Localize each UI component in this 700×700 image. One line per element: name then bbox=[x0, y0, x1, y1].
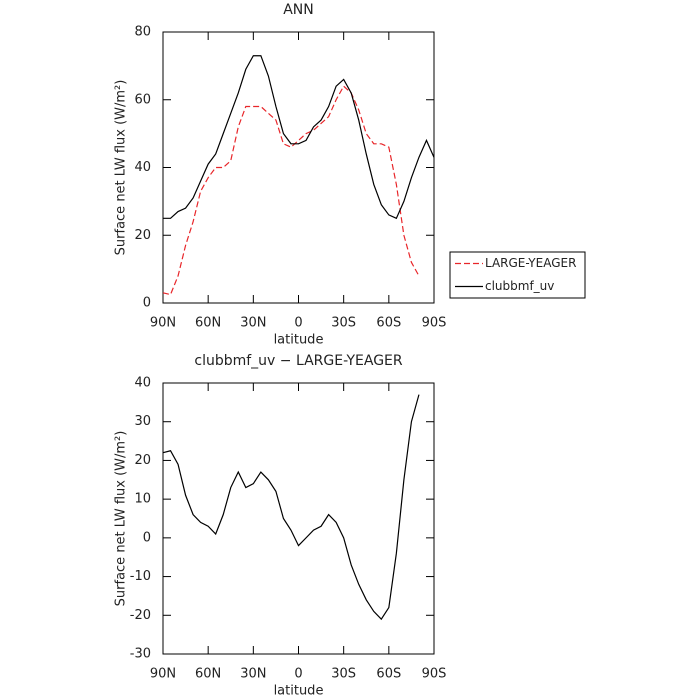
x-tick-label: 60S bbox=[376, 316, 401, 331]
y-tick-label: 20 bbox=[134, 228, 151, 243]
x-axis-label: latitude bbox=[274, 333, 324, 348]
y-tick-label: 80 bbox=[134, 25, 151, 40]
x-tick-label: 90N bbox=[150, 316, 176, 331]
y-tick-label: 20 bbox=[134, 453, 151, 468]
y-tick-label: 0 bbox=[143, 530, 151, 545]
x-tick-label: 90N bbox=[150, 667, 176, 682]
x-tick-label: 30N bbox=[240, 667, 266, 682]
plot-frame bbox=[162, 31, 435, 304]
x-tick-label: 0 bbox=[294, 316, 302, 331]
x-tick-label: 30S bbox=[331, 667, 356, 682]
plot-frame bbox=[162, 382, 435, 655]
y-tick-label: 10 bbox=[134, 492, 151, 507]
x-tick-label: 90S bbox=[422, 316, 447, 331]
chart-title: ANN bbox=[283, 2, 314, 18]
y-tick-label: 40 bbox=[134, 376, 151, 391]
x-tick-label: 60S bbox=[376, 667, 401, 682]
x-tick-label: 30N bbox=[240, 316, 266, 331]
x-tick-label: 90S bbox=[422, 667, 447, 682]
x-tick-label: 30S bbox=[331, 316, 356, 331]
legend-label: LARGE-YEAGER bbox=[485, 256, 576, 270]
y-tick-label: 40 bbox=[134, 160, 151, 175]
difference-line bbox=[162, 394, 420, 621]
chart-title: clubbmf_uv − LARGE-YEAGER bbox=[194, 353, 403, 369]
x-tick-label: 0 bbox=[294, 667, 302, 682]
x-axis-label: latitude bbox=[274, 684, 324, 699]
y-tick-label: -20 bbox=[130, 608, 151, 623]
legend-label: clubbmf_uv bbox=[485, 279, 554, 293]
y-axis-label: Surface net LW flux (W/m²) bbox=[114, 431, 129, 607]
series-line bbox=[162, 85, 420, 296]
y-tick-label: -10 bbox=[130, 569, 151, 584]
y-tick-label: 60 bbox=[134, 92, 151, 107]
y-tick-label: 0 bbox=[143, 296, 151, 311]
y-tick-label: -30 bbox=[130, 647, 151, 662]
y-axis-label: Surface net LW flux (W/m²) bbox=[114, 80, 129, 256]
x-tick-label: 60N bbox=[195, 667, 221, 682]
series-line bbox=[163, 55, 435, 220]
x-tick-label: 60N bbox=[195, 316, 221, 331]
legend-box bbox=[449, 251, 586, 299]
y-tick-label: 30 bbox=[134, 414, 151, 429]
